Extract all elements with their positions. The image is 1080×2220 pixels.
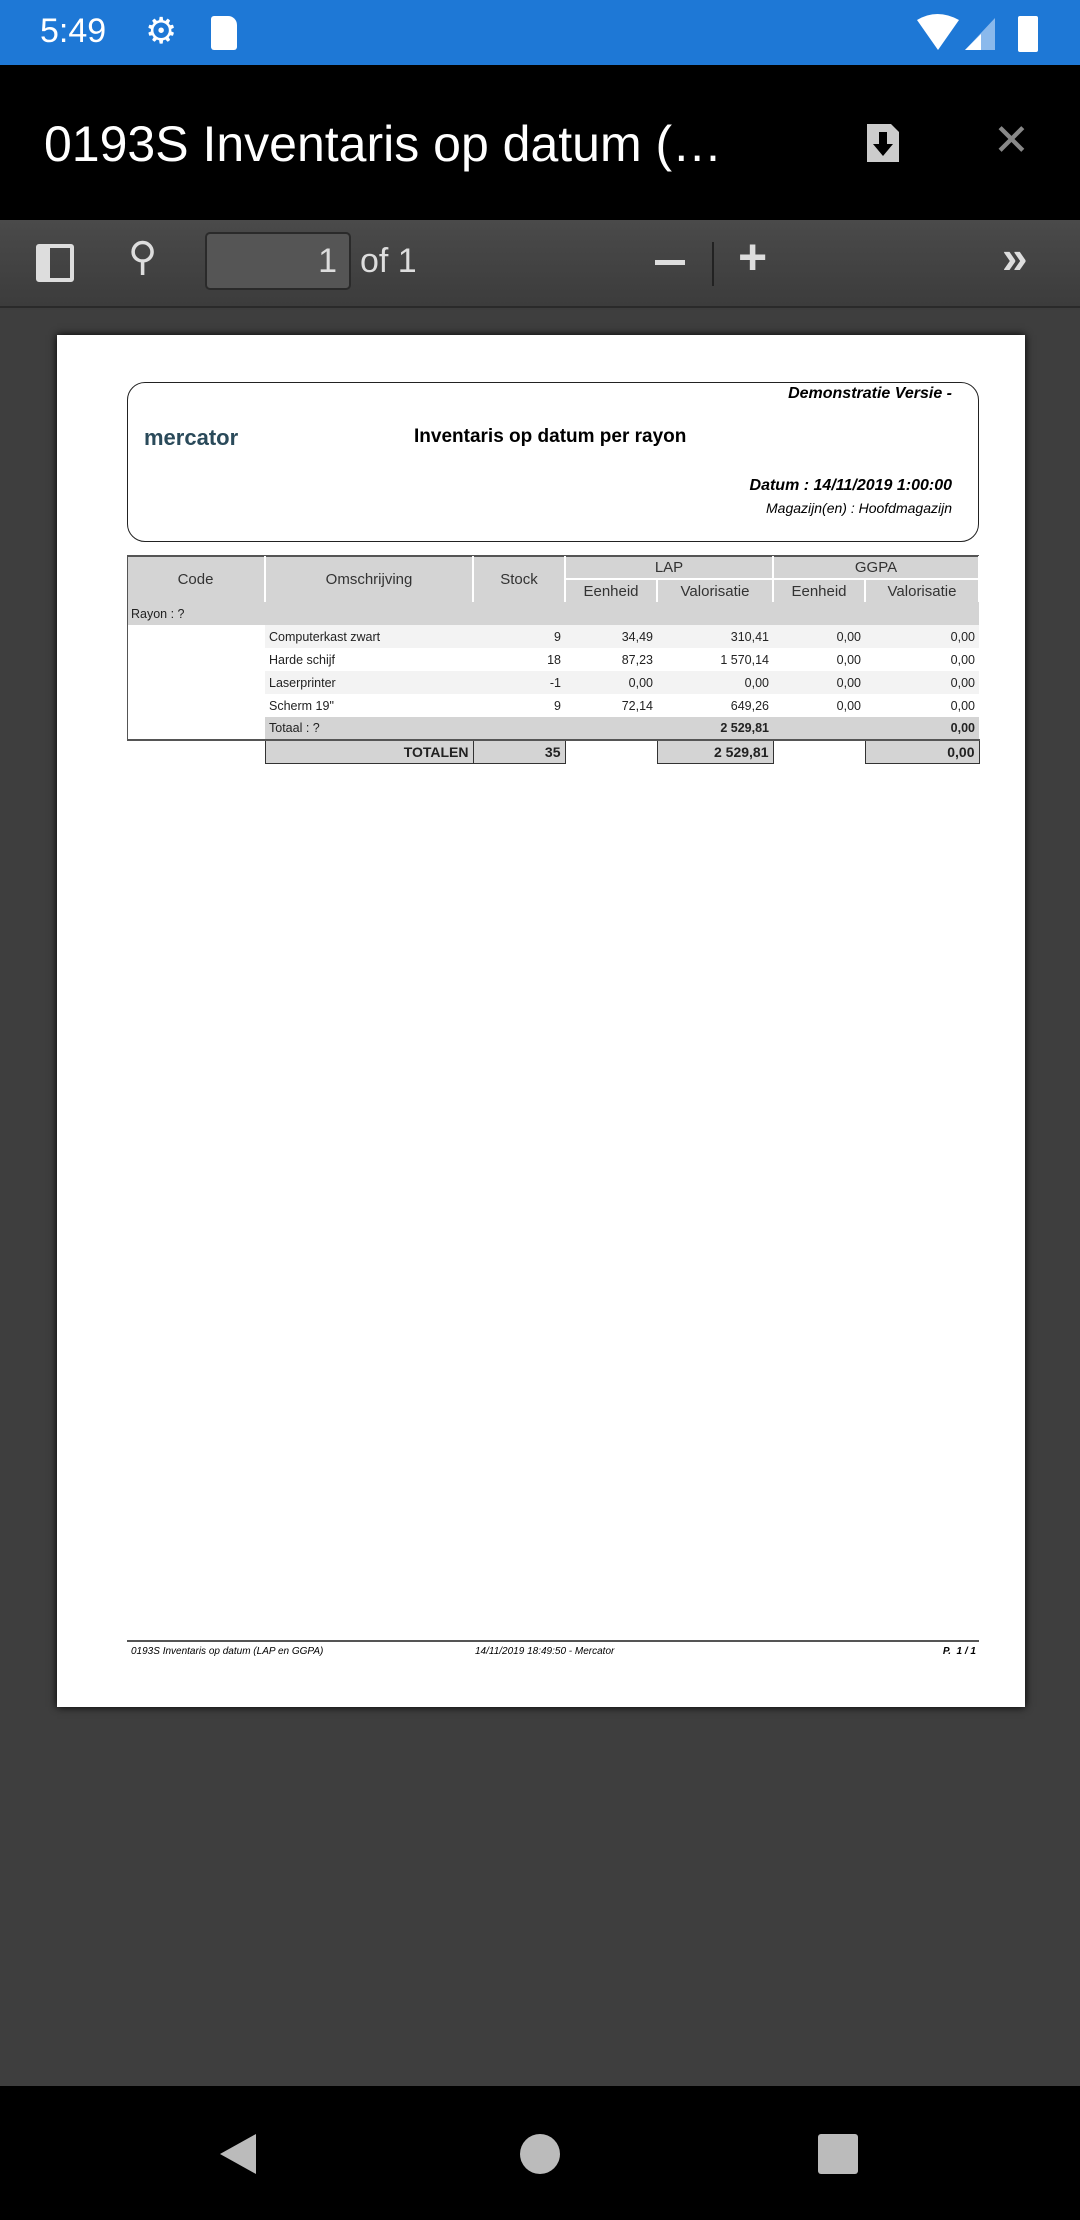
cell-omschrijving: Scherm 19" <box>269 698 334 713</box>
toolbar-divider <box>712 242 714 286</box>
totals-label: TOTALEN <box>264 739 474 764</box>
cell-omschrijving: Laserprinter <box>265 671 473 694</box>
col-code: Code <box>127 556 266 602</box>
cell-ggpa-valorisatie: 0,00 <box>865 671 979 694</box>
table-row: Laserprinter -1 0,00 0,00 0,00 0,00 <box>127 671 979 694</box>
clock: 5:49 <box>40 12 107 50</box>
gear-icon: ⚙ <box>145 10 178 51</box>
report-warehouse: Magazijn(en) : Hoofdmagazijn <box>766 500 952 516</box>
cell-lap-valorisatie: 310,41 <box>657 625 773 648</box>
page-number-input[interactable]: 1 <box>205 232 351 290</box>
cell-omschrijving: Computerkast zwart <box>265 625 473 648</box>
col-ggpa-valorisatie: Valorisatie <box>865 579 980 602</box>
home-icon[interactable] <box>520 2134 560 2174</box>
cell-omschrijving: Harde schijf <box>269 652 335 667</box>
cell-lap-valorisatie: 0,00 <box>657 671 773 694</box>
cell-code <box>127 625 265 648</box>
cell-lap-valorisatie: 1 570,14 <box>720 652 769 667</box>
cell-stock: 9 <box>473 625 565 648</box>
page-count: of 1 <box>360 242 417 280</box>
totals-stock: 35 <box>472 739 566 764</box>
cell-stock: -1 <box>473 671 565 694</box>
cell-ggpa-eenheid: 0,00 <box>836 652 861 667</box>
table-row: Scherm 19" 9 72,14 649,26 0,00 0,00 <box>127 694 979 717</box>
rayon-label: Rayon : ? <box>127 602 979 625</box>
totals-lap: 2 529,81 <box>656 739 774 764</box>
subtotal-label: Totaal : ? <box>265 717 657 740</box>
cell-ggpa-eenheid: 0,00 <box>773 671 865 694</box>
zoom-out-icon[interactable] <box>655 260 685 265</box>
wifi-icon <box>917 14 995 50</box>
table-row: Computerkast zwart 9 34,49 310,41 0,00 0,00 <box>127 625 979 648</box>
cell-lap-eenheid: 0,00 <box>565 671 657 694</box>
report-date: Datum : 14/11/2019 1:00:00 <box>749 477 952 494</box>
cell-stock: 18 <box>547 652 561 667</box>
search-icon[interactable]: ⚲ <box>128 235 158 279</box>
cell-ggpa-eenheid: 0,00 <box>836 698 861 713</box>
col-ggpa-eenheid: Eenheid <box>773 579 866 602</box>
totals-row: TOTALEN 35 2 529,81 0,00 <box>127 739 980 764</box>
footer-timestamp: 14/11/2019 18:49:50 - Mercator <box>475 1646 615 1657</box>
cell-stock: 9 <box>554 698 561 713</box>
zoom-in-icon[interactable]: + <box>738 229 768 285</box>
subheader-row: Eenheid Valorisatie Eenheid Valorisatie <box>127 579 980 602</box>
app-bar: 0193S Inventaris op datum (… ✕ <box>0 65 1080 220</box>
col-lap-eenheid: Eenheid <box>565 579 658 602</box>
cell-lap-valorisatie: 649,26 <box>730 698 769 713</box>
cell-ggpa-valorisatie: 0,00 <box>865 625 979 648</box>
document-title: 0193S Inventaris op datum (… <box>44 116 723 172</box>
col-lap: LAP <box>565 556 774 580</box>
cell-lap-eenheid: 87,23 <box>621 652 653 667</box>
col-omschrijving: Omschrijving <box>265 556 474 602</box>
footer-page: P. 1 / 1 <box>942 1646 976 1657</box>
cell-code <box>127 648 265 671</box>
totals-ggpa: 0,00 <box>864 739 980 764</box>
cell-ggpa-valorisatie: 0,00 <box>950 698 975 713</box>
footer-report-name: 0193S Inventaris op datum (LAP en GGPA) <box>131 1646 324 1657</box>
cell-code <box>127 671 265 694</box>
battery-icon <box>1018 16 1038 52</box>
subtotal-lap: 2 529,81 <box>657 717 773 740</box>
col-lap-valorisatie: Valorisatie <box>657 579 774 602</box>
header-row: Code Omschrijving Stock LAP GGPA <box>127 556 980 602</box>
subtotal-ggpa: 0,00 <box>865 717 979 740</box>
back-icon[interactable] <box>220 2134 256 2174</box>
cell-code <box>127 694 265 717</box>
inventory-table: Code Omschrijving Stock LAP GGPA Eenheid… <box>127 555 980 764</box>
close-icon[interactable]: ✕ <box>993 116 1030 165</box>
mercator-logo: mercator <box>144 425 239 450</box>
sidebar-toggle-icon[interactable] <box>36 244 74 282</box>
status-bar: 5:49 ⚙ <box>0 0 1080 65</box>
recents-icon[interactable] <box>818 2134 858 2174</box>
col-stock: Stock <box>473 556 566 602</box>
pdf-toolbar: ⚲ 1 of 1 + » <box>0 220 1080 308</box>
subtotal-row: Totaal : ? 2 529,81 0,00 <box>127 717 979 740</box>
cell-lap-eenheid: 72,14 <box>621 698 653 713</box>
navigation-bar <box>0 2086 1080 2220</box>
rayon-row: Rayon : ? <box>127 602 979 625</box>
footer-rule <box>127 1640 979 1642</box>
demo-label: Demonstratie Versie - <box>788 385 952 402</box>
cell-ggpa-valorisatie: 0,00 <box>950 652 975 667</box>
more-tools-icon[interactable]: » <box>1002 231 1028 283</box>
col-ggpa: GGPA <box>773 556 980 580</box>
sd-card-icon <box>211 16 237 50</box>
cell-lap-eenheid: 34,49 <box>565 625 657 648</box>
table-row: Harde schijf 18 87,23 1 570,14 0,00 0,00 <box>127 648 979 671</box>
download-icon[interactable] <box>865 122 901 164</box>
report-header: Demonstratie Versie - mercator Inventari… <box>127 382 979 542</box>
report-title: Inventaris op datum per rayon <box>414 426 687 447</box>
cell-ggpa-eenheid: 0,00 <box>773 625 865 648</box>
